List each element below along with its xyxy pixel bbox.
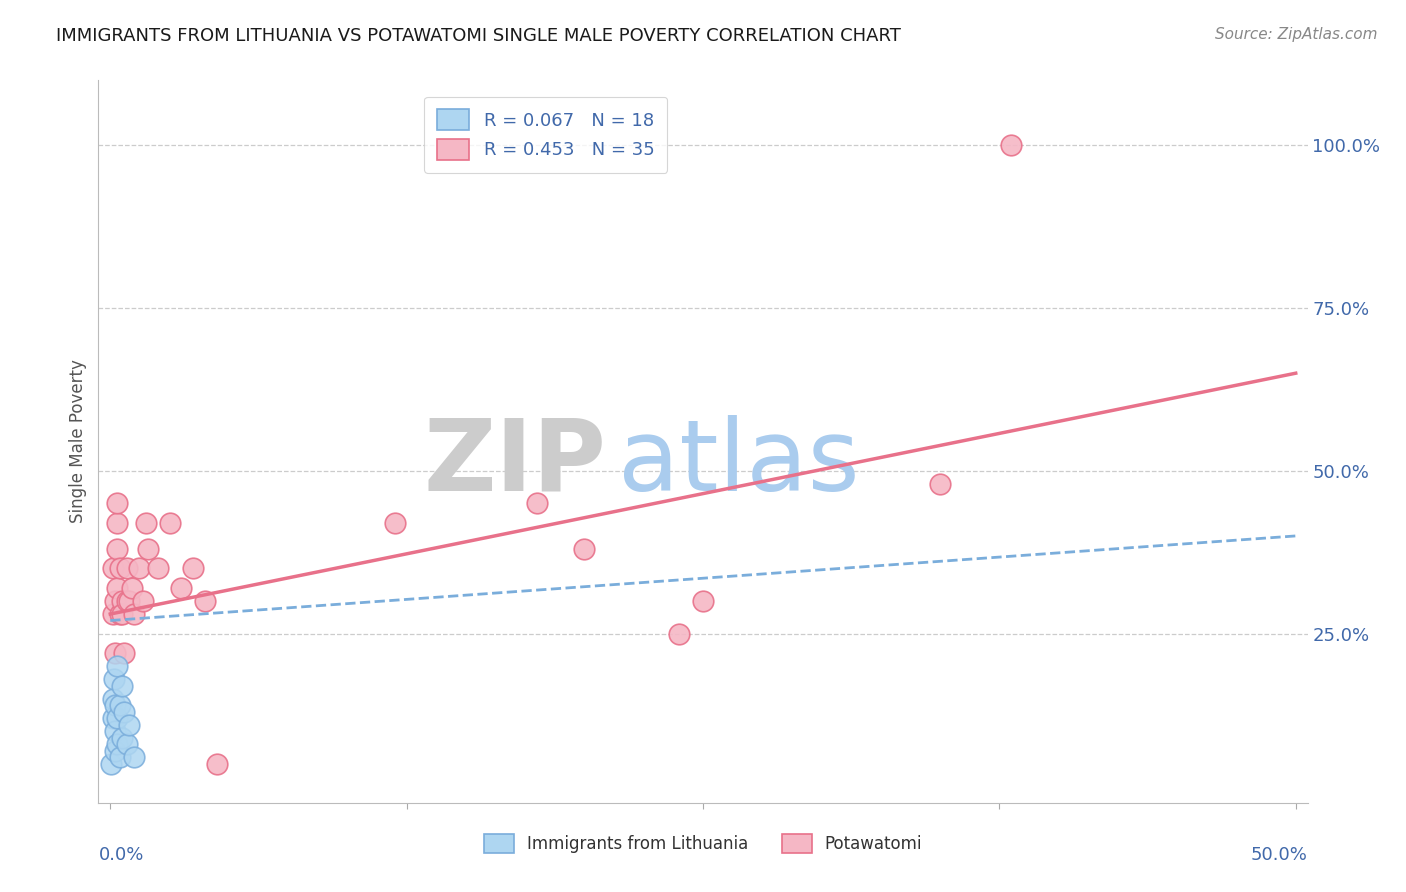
Point — [181, 561, 204, 575]
Point — [111, 594, 134, 608]
Point — [105, 516, 128, 530]
Point — [105, 659, 128, 673]
Point — [105, 711, 128, 725]
Point — [692, 594, 714, 608]
Point — [122, 607, 145, 621]
Point — [105, 541, 128, 556]
Point — [135, 516, 157, 530]
Point — [118, 594, 141, 608]
Point — [108, 607, 131, 621]
Point — [170, 581, 193, 595]
Point — [101, 691, 124, 706]
Point — [111, 607, 134, 621]
Text: ZIP: ZIP — [423, 415, 606, 512]
Point — [103, 672, 125, 686]
Point — [194, 594, 217, 608]
Point — [104, 724, 127, 739]
Point — [104, 594, 127, 608]
Point — [121, 581, 143, 595]
Point — [114, 646, 136, 660]
Legend: Immigrants from Lithuania, Potawatomi: Immigrants from Lithuania, Potawatomi — [477, 827, 929, 860]
Point — [118, 717, 141, 731]
Point — [205, 756, 228, 771]
Point — [115, 594, 138, 608]
Point — [104, 646, 127, 660]
Point — [105, 737, 128, 751]
Point — [101, 711, 124, 725]
Point — [122, 750, 145, 764]
Point — [101, 561, 124, 575]
Point — [111, 731, 134, 745]
Point — [111, 679, 134, 693]
Point — [101, 607, 124, 621]
Point — [136, 541, 159, 556]
Point — [146, 561, 169, 575]
Y-axis label: Single Male Poverty: Single Male Poverty — [69, 359, 87, 524]
Point — [115, 737, 138, 751]
Point — [105, 496, 128, 510]
Point — [929, 476, 952, 491]
Point — [104, 698, 127, 713]
Text: 0.0%: 0.0% — [98, 847, 143, 864]
Point — [108, 561, 131, 575]
Point — [128, 561, 150, 575]
Point — [105, 581, 128, 595]
Point — [1000, 138, 1022, 153]
Point — [104, 744, 127, 758]
Point — [115, 561, 138, 575]
Text: 50.0%: 50.0% — [1251, 847, 1308, 864]
Point — [100, 756, 122, 771]
Point — [114, 705, 136, 719]
Point — [159, 516, 181, 530]
Point — [108, 750, 131, 764]
Point — [526, 496, 548, 510]
Point — [574, 541, 596, 556]
Point — [384, 516, 406, 530]
Text: Source: ZipAtlas.com: Source: ZipAtlas.com — [1215, 27, 1378, 42]
Point — [668, 626, 690, 640]
Text: atlas: atlas — [619, 415, 860, 512]
Point — [132, 594, 155, 608]
Point — [108, 698, 131, 713]
Text: IMMIGRANTS FROM LITHUANIA VS POTAWATOMI SINGLE MALE POVERTY CORRELATION CHART: IMMIGRANTS FROM LITHUANIA VS POTAWATOMI … — [56, 27, 901, 45]
